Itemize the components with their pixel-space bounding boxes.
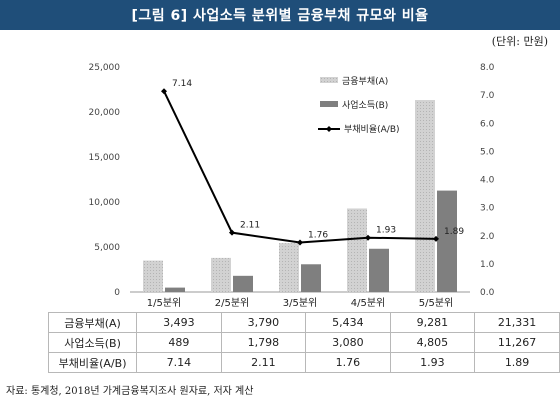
table-cell: 3,080 bbox=[305, 332, 391, 353]
ratio-point bbox=[297, 239, 303, 246]
table-cell: 3,790 bbox=[220, 312, 307, 333]
left-axis-tick-label: 15,000 bbox=[89, 153, 121, 163]
left-axis-tick-label: 0 bbox=[114, 288, 120, 298]
table-cell: 7.14 bbox=[136, 352, 222, 373]
table-row-debt: 금융부채(A) 3,493 3,790 5,434 9,281 21,331 bbox=[47, 312, 560, 333]
figure-title: [그림 6] 사업소득 분위별 금융부채 규모와 비율 bbox=[0, 0, 560, 30]
table-row-ratio: 부채비율(A/B) 7.14 2.11 1.76 1.93 1.89 bbox=[47, 352, 560, 373]
source-note: 자료: 통계청, 2018년 가계금융복지조사 원자료, 저자 계산 bbox=[6, 386, 254, 397]
table-cell: 5,434 bbox=[305, 312, 391, 333]
bar-income bbox=[301, 264, 321, 292]
ratio-data-label: 1.93 bbox=[376, 226, 396, 236]
bar-income bbox=[233, 275, 253, 292]
x-axis-category-label: 4/5분위 bbox=[351, 296, 386, 309]
row-header-ratio: 부채비율(A/B) bbox=[47, 352, 138, 373]
ratio-point bbox=[229, 229, 235, 236]
legend-swatch-income bbox=[320, 101, 338, 107]
right-axis-tick-label: 3.0 bbox=[480, 204, 495, 214]
row-header-debt: 금융부채(A) bbox=[47, 312, 138, 333]
x-axis-category-label: 3/5분위 bbox=[283, 296, 318, 309]
x-axis-category-label: 5/5분위 bbox=[419, 296, 454, 309]
right-axis-tick-label: 5.0 bbox=[480, 147, 495, 157]
unit-label: (단위: 만원) bbox=[491, 35, 548, 48]
bar-income bbox=[165, 287, 185, 292]
x-axis-category-label: 2/5분위 bbox=[215, 296, 250, 309]
table-cell: 9,281 bbox=[389, 312, 476, 333]
ratio-point bbox=[433, 235, 439, 242]
table-cell: 1,798 bbox=[220, 332, 307, 353]
bar-income bbox=[437, 190, 457, 292]
right-axis-tick-label: 0.0 bbox=[480, 288, 495, 298]
bar-debt bbox=[415, 100, 435, 292]
ratio-data-label: 1.89 bbox=[444, 227, 464, 237]
data-table: 금융부채(A) 3,493 3,790 5,434 9,281 21,331 사… bbox=[47, 312, 560, 373]
x-axis-category-label: 1/5분위 bbox=[147, 296, 182, 309]
table-cell: 1.89 bbox=[474, 352, 560, 373]
ratio-point bbox=[161, 88, 167, 95]
ratio-data-label: 2.11 bbox=[240, 221, 260, 231]
bar-debt bbox=[347, 208, 367, 292]
table-cell: 1.76 bbox=[305, 352, 391, 373]
legend-swatch-debt bbox=[320, 77, 338, 83]
bar-debt bbox=[279, 243, 299, 292]
bar-debt bbox=[211, 257, 231, 292]
bar-debt bbox=[143, 260, 163, 292]
right-axis-tick-label: 1.0 bbox=[480, 260, 495, 270]
table-cell: 1.93 bbox=[389, 352, 476, 373]
ratio-data-label: 7.14 bbox=[172, 79, 192, 89]
table-cell: 3,493 bbox=[136, 312, 222, 333]
table-cell: 2.11 bbox=[220, 352, 307, 373]
right-axis-tick-label: 6.0 bbox=[480, 119, 495, 129]
table-cell: 489 bbox=[136, 332, 222, 353]
right-axis-tick-label: 2.0 bbox=[480, 232, 495, 242]
ratio-point bbox=[365, 234, 371, 241]
legend-marker-ratio bbox=[326, 126, 332, 132]
table-cell: 11,267 bbox=[474, 332, 560, 353]
table-cell: 4,805 bbox=[389, 332, 476, 353]
left-axis-tick-label: 20,000 bbox=[89, 108, 121, 118]
right-axis-tick-label: 7.0 bbox=[480, 91, 495, 101]
right-axis-tick-label: 4.0 bbox=[480, 176, 495, 186]
legend-label-income: 사업소득(B) bbox=[342, 100, 388, 111]
ratio-line bbox=[163, 90, 437, 244]
legend-label-ratio: 부채비율(A/B) bbox=[344, 124, 400, 135]
table-cell: 21,331 bbox=[474, 312, 560, 333]
right-axis-tick-label: 8.0 bbox=[480, 63, 495, 73]
combo-chart: 0 5,000 10,000 15,000 20,000 25,000 0.0 1.0 2.0 3… bbox=[89, 63, 495, 309]
table-row-income: 사업소득(B) 489 1,798 3,080 4,805 11,267 bbox=[47, 332, 560, 353]
legend-label-debt: 금융부채(A) bbox=[342, 76, 388, 87]
bar-income bbox=[369, 248, 389, 292]
row-header-income: 사업소득(B) bbox=[47, 332, 138, 353]
ratio-data-label: 1.76 bbox=[308, 231, 328, 241]
left-axis-tick-label: 5,000 bbox=[94, 243, 120, 253]
left-axis-tick-label: 25,000 bbox=[89, 63, 121, 73]
left-axis-tick-label: 10,000 bbox=[89, 198, 121, 208]
